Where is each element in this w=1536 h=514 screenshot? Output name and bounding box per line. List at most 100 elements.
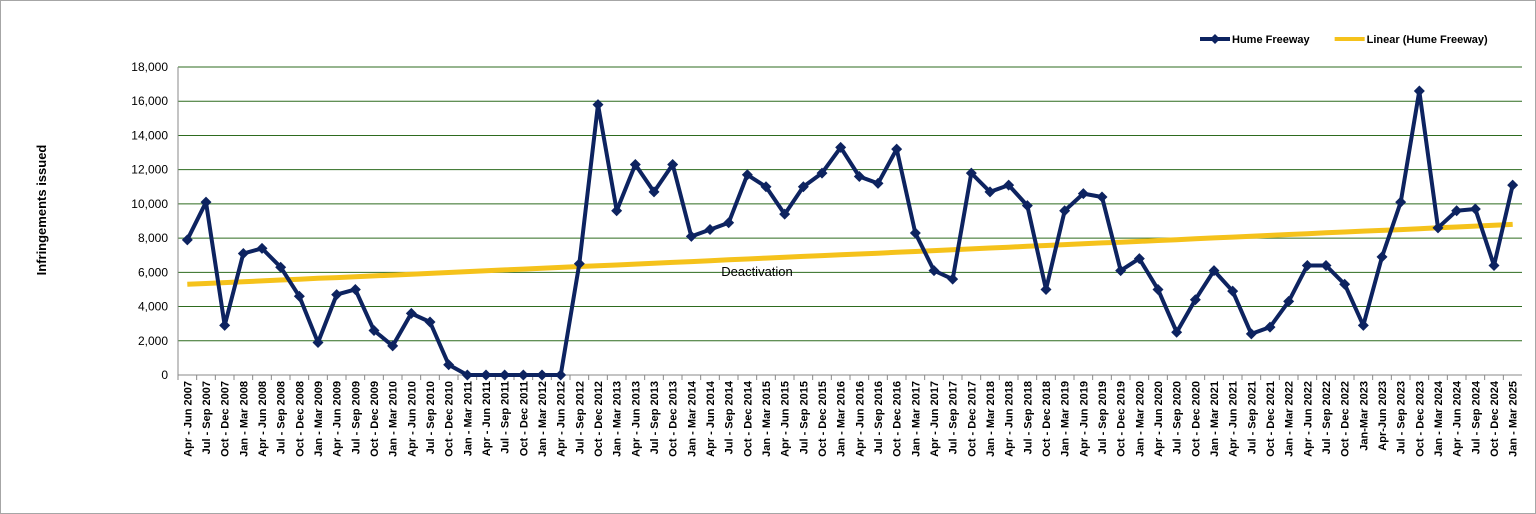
- x-tick-label: Apr - Jun 2021: [1228, 381, 1240, 457]
- legend-label: Hume Freeway: [1232, 34, 1311, 46]
- data-point: [1077, 188, 1089, 200]
- y-tick-label: 6,000: [138, 265, 168, 279]
- data-point: [312, 336, 324, 348]
- data-point: [349, 283, 361, 295]
- x-tick-label: Apr - Jun 2016: [854, 381, 866, 457]
- x-tick-label: Oct - Dec 2017: [966, 381, 978, 457]
- data-point: [1451, 205, 1463, 217]
- x-tick-label: Jan - Mar 2021: [1209, 381, 1221, 457]
- x-tick-label: Oct - Dec 2012: [593, 381, 605, 457]
- data-point: [1171, 326, 1183, 338]
- x-tick-label: Apr - Jun 2017: [929, 381, 941, 457]
- data-point: [368, 325, 380, 337]
- x-tick-label: Jan-Mar 2023: [1358, 381, 1370, 451]
- data-point: [1469, 203, 1481, 215]
- data-point: [517, 369, 529, 381]
- x-tick-label: Apr - Jun 2024: [1452, 380, 1464, 457]
- x-tick-label: Jan - Mar 2025: [1508, 381, 1520, 457]
- data-point: [1301, 259, 1313, 271]
- x-tick-label: Jul - Sep 2015: [798, 381, 810, 454]
- y-tick-label: 18,000: [131, 60, 168, 74]
- x-tick-label: Jan - Mar 2018: [985, 381, 997, 457]
- data-point: [779, 208, 791, 220]
- data-point: [275, 261, 287, 273]
- x-tick-label: Apr - Jun 2012: [556, 381, 568, 457]
- x-tick-label: Jan - Mar 2010: [388, 381, 400, 457]
- data-point: [1507, 179, 1519, 191]
- x-tick-label: Jul - Sep 2009: [350, 381, 362, 454]
- data-point: [853, 171, 865, 183]
- data-point: [293, 290, 305, 302]
- data-point: [424, 316, 436, 328]
- data-point: [816, 167, 828, 179]
- data-point: [835, 141, 847, 153]
- x-tick-label: Jan - Mar 2016: [836, 381, 848, 457]
- data-point: [573, 258, 585, 270]
- data-point: [872, 177, 884, 189]
- data-point: [592, 99, 604, 111]
- x-tick-label: Oct - Dec 2011: [518, 381, 530, 456]
- data-point: [461, 369, 473, 381]
- data-point: [965, 167, 977, 179]
- x-tick-label: Oct - Dec 2013: [668, 381, 680, 457]
- data-point: [611, 205, 623, 217]
- x-tick-label: Oct - Dec 2021: [1265, 381, 1277, 457]
- data-point: [536, 369, 548, 381]
- y-tick-label: 12,000: [131, 163, 168, 177]
- x-tick-label: Jan - Mar 2014: [686, 380, 698, 457]
- data-point: [797, 181, 809, 193]
- x-tick-label: Jul - Sep 2019: [1097, 381, 1109, 454]
- x-tick-label: Apr - Jun 2008: [257, 381, 269, 457]
- x-tick-label: Oct - Dec 2016: [892, 381, 904, 457]
- x-tick-label: Apr - Jun 2013: [630, 381, 642, 457]
- data-point: [1357, 319, 1369, 331]
- data-point: [1040, 283, 1052, 295]
- data-point: [760, 181, 772, 193]
- x-tick-label: Jan - Mar 2009: [313, 381, 325, 457]
- y-tick-label: 10,000: [131, 197, 168, 211]
- data-point: [704, 224, 716, 236]
- x-tick-label: Oct - Dec 2022: [1340, 381, 1352, 457]
- x-tick-label: Oct - Dec 2024: [1489, 380, 1501, 457]
- data-point: [891, 143, 903, 155]
- x-tick-label: Apr - Jun 2022: [1302, 381, 1314, 457]
- data-point: [1413, 85, 1425, 97]
- x-tick-label: Apr - Jun 2007: [182, 381, 194, 457]
- data-point: [685, 230, 697, 242]
- y-tick-label: 2,000: [138, 334, 168, 348]
- data-point: [219, 319, 231, 331]
- data-point: [1208, 265, 1220, 277]
- x-tick-label: Apr - Jun 2014: [705, 380, 717, 457]
- data-point: [629, 159, 641, 171]
- data-point: [331, 289, 343, 301]
- x-tick-label: Jul - Sep 2014: [724, 380, 736, 454]
- data-point: [1059, 205, 1071, 217]
- x-tick-label: Jan - Mar 2022: [1284, 381, 1296, 457]
- data-point: [1115, 265, 1127, 277]
- x-tick-label: Apr - Jun 2010: [406, 381, 418, 457]
- data-point: [1264, 321, 1276, 333]
- x-tick-label: Oct - Dec 2014: [742, 380, 754, 457]
- data-point: [405, 307, 417, 319]
- x-tick-label: Jan - Mar 2019: [1060, 381, 1072, 457]
- x-tick-label: Jul - Sep 2013: [649, 381, 661, 454]
- x-tick-label: Apr - Jun 2018: [1004, 381, 1016, 457]
- x-tick-label: Oct - Dec 2020: [1190, 381, 1202, 457]
- data-point: [1432, 222, 1444, 234]
- x-tick-label: Oct - Dec 2019: [1116, 381, 1128, 457]
- x-tick-label: Jan - Mar 2013: [612, 381, 624, 457]
- data-point: [1283, 295, 1295, 307]
- data-point: [1133, 253, 1145, 265]
- y-tick-label: 14,000: [131, 128, 168, 142]
- data-point: [1227, 285, 1239, 297]
- data-point: [1152, 283, 1164, 295]
- data-point: [1021, 200, 1033, 212]
- x-tick-label: Jan - Mar 2017: [910, 381, 922, 457]
- data-point: [909, 227, 921, 239]
- x-tick-label: Jul - Sep 2020: [1172, 381, 1184, 454]
- x-tick-label: Apr - Jun 2019: [1078, 381, 1090, 457]
- x-tick-label: Jul - Sep 2008: [276, 381, 288, 454]
- series-line: [185, 89, 1515, 377]
- data-point: [1320, 259, 1332, 271]
